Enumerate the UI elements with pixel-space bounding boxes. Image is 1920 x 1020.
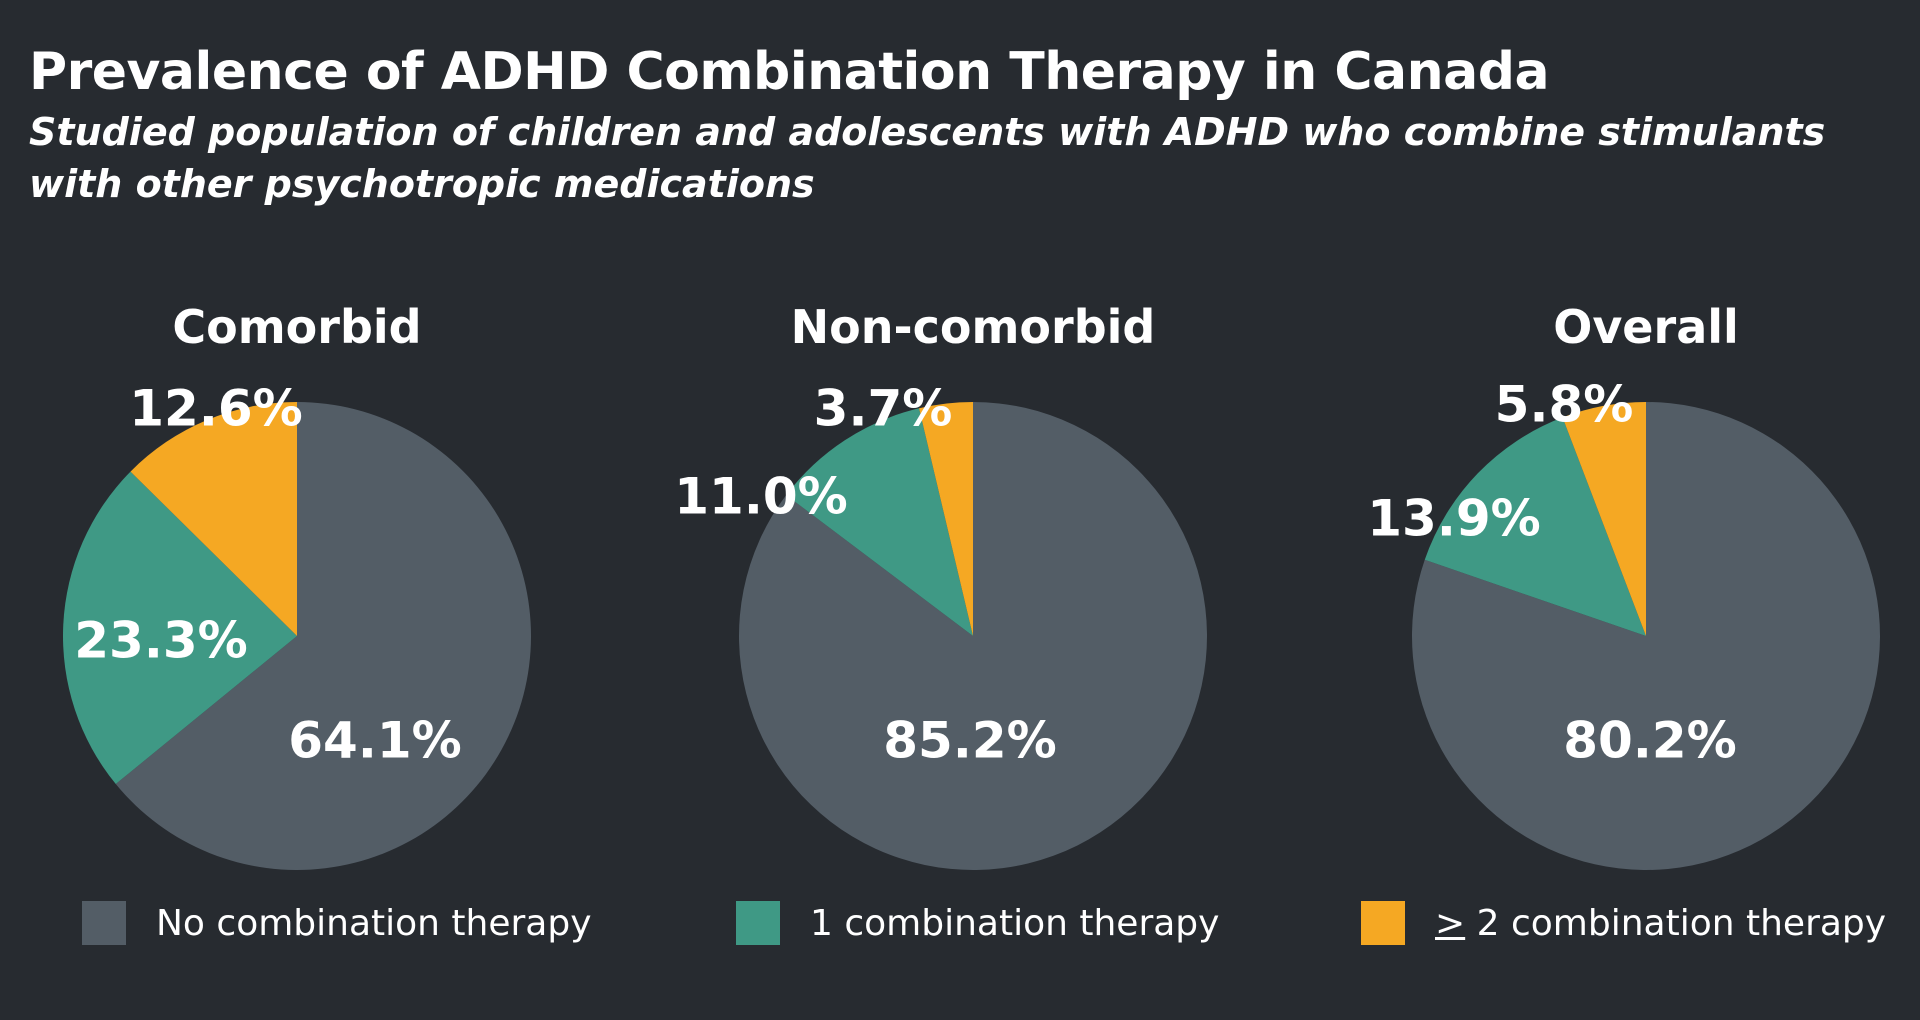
chart-title: Prevalence of ADHD Combination Therapy i… (29, 42, 1550, 102)
legend-text: 1 combination therapy (810, 902, 1220, 944)
legend-item-no-combination: No combination therapy (82, 900, 592, 946)
data-label-two-plus-combination: 5.8% (1495, 376, 1634, 434)
pie-title: Comorbid (172, 300, 422, 354)
legend-label: 1 combination therapy (810, 903, 1219, 944)
pie-non-comorbid: Non-comorbid 85.2% 11.0% 3.7% (674, 300, 1253, 880)
legend-symbol: > (1435, 902, 1466, 944)
data-label-two-plus-combination: 3.7% (814, 380, 953, 438)
data-label-no-combination: 85.2% (883, 712, 1056, 770)
pie-svg: 80.2% 13.9% 5.8% (1367, 376, 1880, 870)
legend-label: No combination therapy (156, 903, 592, 944)
data-label-one-combination: 13.9% (1367, 490, 1540, 548)
data-label-two-plus-combination: 12.6% (129, 380, 302, 438)
chart-subtitle: Studied population of children and adole… (29, 110, 1826, 206)
pie-slice-two-plus-combination (1562, 402, 1646, 636)
pie-title: Non-comorbid (790, 300, 1156, 354)
legend: No combination therapy 1 combination the… (0, 900, 1920, 950)
data-label-one-combination: 11.0% (674, 468, 847, 526)
pie-title: Overall (1553, 300, 1739, 354)
pie-slice-two-plus-combination (919, 402, 973, 636)
legend-item-two-plus-combination: > 2 combination therapy (1361, 900, 1886, 946)
pie-slice-two-plus-combination (130, 402, 297, 636)
data-label-no-combination: 64.1% (288, 712, 461, 770)
pie-comorbid: Comorbid 64.1% 23.3% 12.6% (17, 300, 577, 880)
legend-swatch (1361, 901, 1405, 945)
pie-svg: 85.2% 11.0% 3.7% (674, 380, 1207, 870)
legend-swatch (736, 901, 780, 945)
pie-slice-no-combination (738, 402, 1207, 870)
pie-slice-one-combination (786, 408, 973, 636)
legend-label: > 2 combination therapy (1435, 903, 1886, 944)
pie-slice-one-combination (62, 471, 297, 785)
legend-swatch (82, 901, 126, 945)
legend-text: No combination therapy (156, 902, 592, 944)
pie-svg: 64.1% 23.3% 12.6% (62, 380, 532, 870)
data-label-one-combination: 23.3% (74, 612, 247, 670)
data-label-no-combination: 80.2% (1563, 712, 1736, 770)
pie-overall: Overall 80.2% 13.9% 5.8% (1366, 300, 1920, 880)
legend-text: 2 combination therapy (1465, 902, 1887, 944)
pie-slice-one-combination (1424, 417, 1646, 636)
legend-item-one-combination: 1 combination therapy (736, 900, 1219, 946)
pie-slice-no-combination (115, 402, 532, 870)
